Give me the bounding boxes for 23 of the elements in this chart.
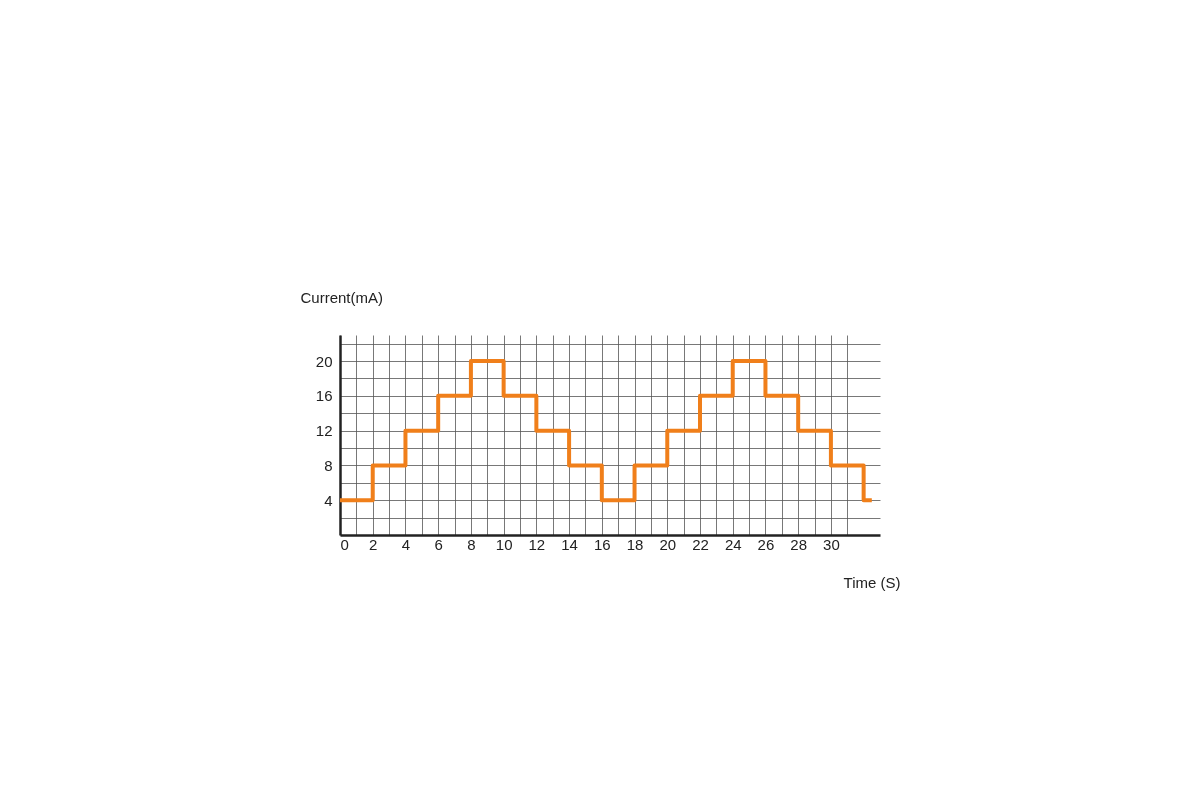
x-tick-label: 8 xyxy=(467,535,476,553)
y-tick-label: 12 xyxy=(315,422,333,440)
x-tick-label: 20 xyxy=(659,535,677,553)
x-tick-label: 30 xyxy=(823,535,840,553)
y-axis-title: Current(mA) xyxy=(300,288,384,306)
x-tick-label: 12 xyxy=(528,535,546,553)
y-tick-label: 4 xyxy=(324,491,333,509)
x-tick-label: 26 xyxy=(757,535,775,553)
x-tick-label: 4 xyxy=(401,535,411,553)
y-tick-label: 20 xyxy=(315,352,333,370)
x-tick-label: 14 xyxy=(561,535,578,553)
x-tick-label: 22 xyxy=(692,535,709,553)
x-tick-label: 2 xyxy=(369,535,378,553)
x-axis-title: Time (S) xyxy=(843,573,901,591)
x-tick-label: 18 xyxy=(626,535,644,553)
x-tick-label: 24 xyxy=(724,535,742,553)
y-tick-label: 16 xyxy=(315,387,333,405)
x-tick-label: 10 xyxy=(495,535,513,553)
x-tick-label: 16 xyxy=(593,535,611,553)
y-tick-label: 8 xyxy=(324,456,333,474)
x-tick-label: 0 xyxy=(340,535,349,553)
x-tick-label: 28 xyxy=(790,535,808,553)
x-tick-label: 6 xyxy=(434,535,443,553)
